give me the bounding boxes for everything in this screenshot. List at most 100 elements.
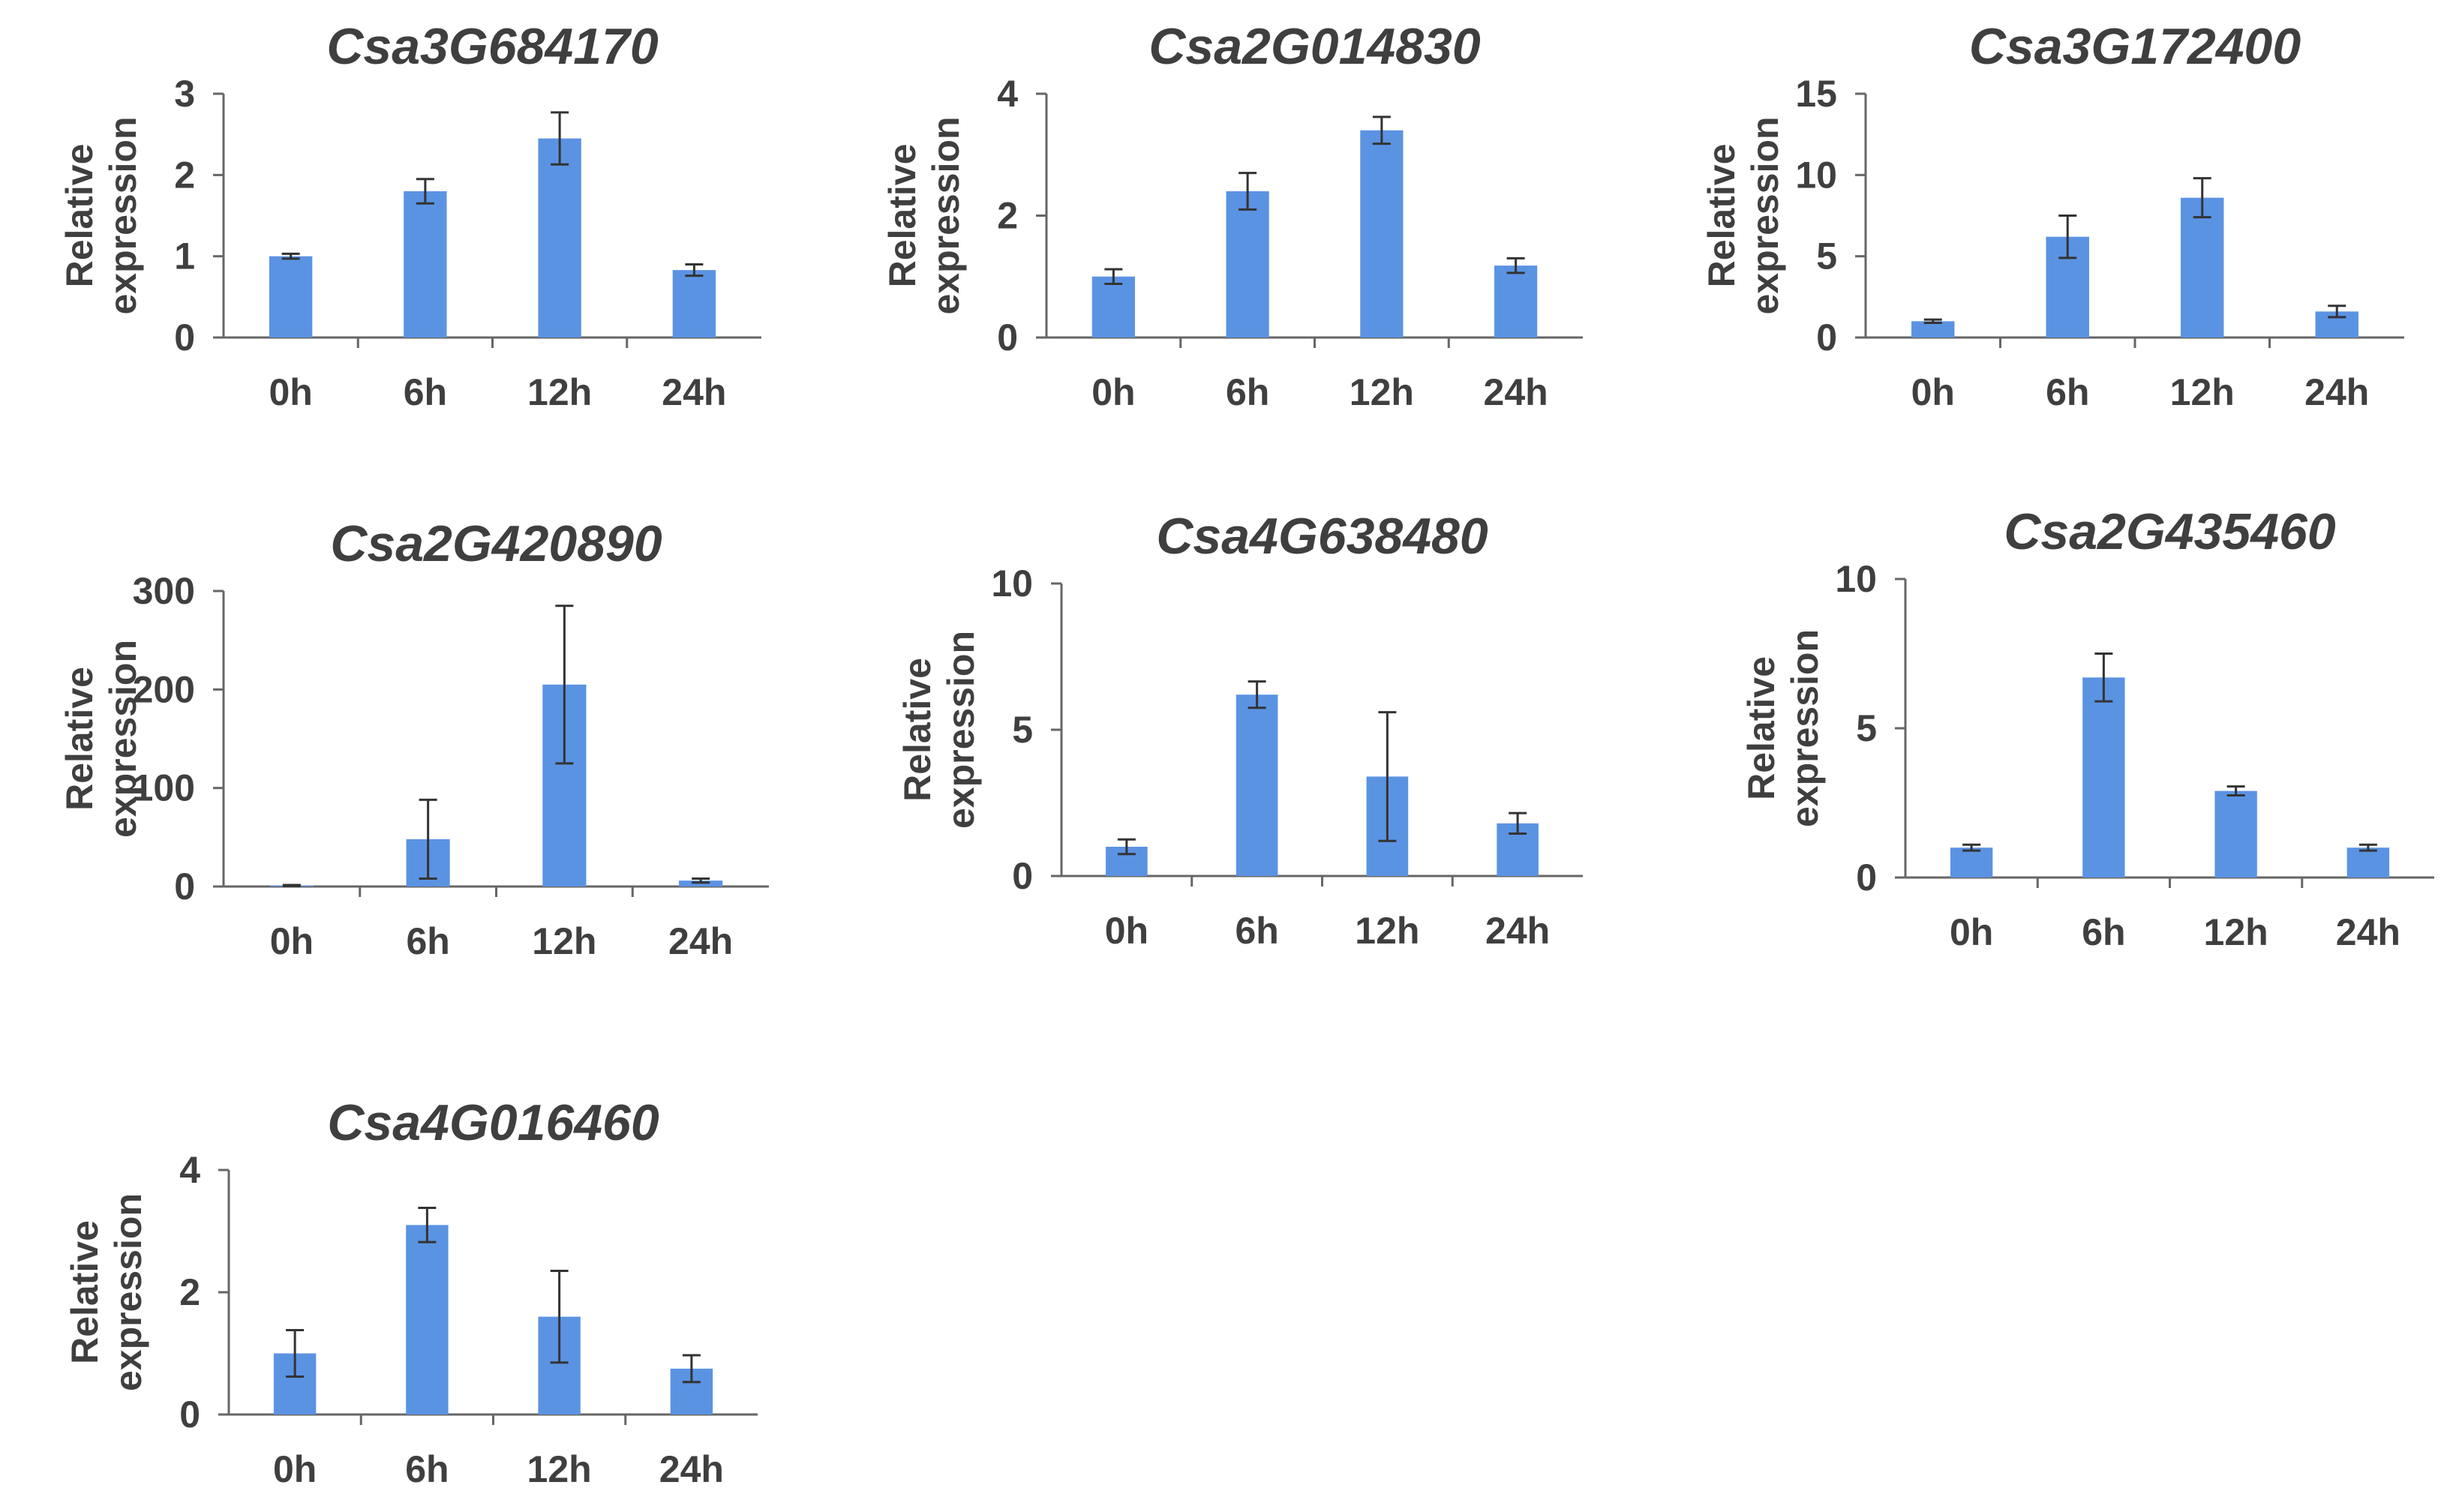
y-tick-label: 3 [174, 73, 195, 115]
y-axis-label: Relativeexpression [59, 640, 144, 838]
bar-6h [1236, 694, 1278, 876]
y-tick-label: 10 [1835, 558, 1877, 600]
chart-panel-6: Csa2G435460 Relativeexpression 0 5 10 0h 6h 12h… [1740, 503, 2434, 953]
bar-0h [1911, 321, 1955, 338]
y-tick-label: 0 [1816, 316, 1837, 358]
y-tick-label: 2 [179, 1271, 200, 1313]
y-axis-label-line: Relative [64, 1220, 106, 1364]
y-axis-label-line: expression [1784, 629, 1826, 827]
chart-title: Csa4G638480 [1156, 508, 1488, 565]
chart-title: Csa3G684170 [326, 18, 659, 75]
y-axis-label: Relativeexpression [1701, 116, 1786, 314]
x-tick-label: 12h [527, 1448, 592, 1490]
bar-12h [538, 138, 581, 338]
x-tick-label: 0h [1911, 371, 1955, 413]
x-tick-label: 24h [1485, 910, 1550, 952]
y-axis-label-line: Relative [1701, 144, 1743, 288]
y-axis-label-line: Relative [59, 144, 101, 288]
y-tick-label: 0 [1856, 856, 1877, 898]
x-tick-label: 6h [406, 920, 449, 962]
x-tick-label: 6h [404, 371, 447, 413]
chart-title: Csa4G016460 [327, 1094, 659, 1151]
bar-12h [2181, 197, 2224, 338]
y-tick-label: 0 [179, 1394, 200, 1436]
x-tick-label: 6h [2082, 911, 2125, 953]
chart-panel-4: Csa2G420890 Relativeexpression 0 100 200 300 0… [59, 515, 769, 962]
chart-panel-3: Csa3G172400 Relativeexpression 0 5 10 15 0h 6h 1… [1701, 18, 2404, 413]
x-tick-label: 6h [1226, 371, 1269, 413]
bar-6h [2082, 677, 2125, 878]
y-tick-label: 0 [174, 866, 195, 908]
x-tick-label: 24h [1484, 371, 1548, 413]
bar-24h [2346, 848, 2390, 878]
y-axis-label-line: Relative [896, 658, 938, 802]
y-axis-label-line: expression [102, 640, 144, 838]
y-axis-label-line: Relative [881, 144, 923, 288]
x-tick-label: 0h [273, 1448, 317, 1490]
x-tick-label: 0h [269, 371, 312, 413]
y-axis-label: Relativeexpression [1740, 629, 1826, 827]
x-tick-label: 12h [2170, 371, 2235, 413]
x-tick-label: 12h [1350, 371, 1414, 413]
y-axis-label: Relativeexpression [59, 116, 144, 314]
y-tick-label: 10 [991, 562, 1033, 604]
x-tick-label: 24h [662, 371, 726, 413]
y-axis-label: Relativeexpression [896, 631, 982, 829]
chart-title: Csa3G172400 [1969, 18, 2301, 75]
y-axis-label: Relativeexpression [881, 116, 967, 314]
bar-0h [1091, 276, 1135, 338]
x-tick-label: 12h [527, 371, 592, 413]
x-tick-label: 24h [2304, 371, 2369, 413]
bar-12h [1360, 130, 1404, 338]
y-tick-label: 2 [997, 195, 1018, 237]
y-axis-label-line: Relative [1740, 656, 1782, 800]
y-tick-label: 4 [997, 73, 1018, 115]
x-tick-label: 12h [1355, 910, 1419, 952]
y-axis-label-line: expression [102, 116, 144, 314]
y-axis-label-line: Relative [59, 667, 101, 811]
y-tick-label: 300 [133, 570, 195, 612]
x-tick-label: 24h [659, 1448, 724, 1490]
bar-0h [269, 256, 313, 338]
x-tick-label: 0h [270, 920, 314, 962]
bar-6h [406, 1225, 449, 1414]
y-tick-label: 10 [1795, 154, 1837, 196]
x-tick-label: 0h [1105, 910, 1148, 952]
chart-title: Csa2G014830 [1148, 18, 1481, 75]
chart-panel-7: Csa4G016460 Relativeexpression 0 2 4 0h 6h 12h 2… [64, 1094, 758, 1490]
chart-title: Csa2G435460 [2004, 503, 2336, 560]
y-tick-label: 100 [133, 767, 195, 809]
bar-12h [2214, 790, 2257, 878]
bar-6h [1226, 191, 1269, 338]
y-tick-label: 200 [133, 668, 195, 710]
y-tick-label: 0 [997, 316, 1018, 358]
y-tick-label: 5 [1856, 707, 1877, 749]
y-axis-label-line: expression [925, 116, 967, 314]
y-tick-label: 0 [174, 316, 195, 358]
x-tick-label: 6h [2046, 371, 2089, 413]
x-tick-label: 24h [2336, 911, 2400, 953]
y-tick-label: 15 [1795, 73, 1837, 115]
chart-panel-1: Csa3G684170 Relativeexpression 0 1 2 3 0h 6h 12h… [59, 18, 761, 413]
bar-0h [1950, 848, 1993, 878]
chart-panel-5: Csa4G638480 Relativeexpression 0 5 10 0h 6h 12h… [896, 508, 1583, 952]
y-axis-label-line: expression [940, 631, 982, 829]
y-axis-label-line: expression [107, 1193, 149, 1391]
x-tick-label: 12h [532, 920, 596, 962]
bar-24h [1494, 266, 1538, 338]
x-tick-label: 0h [1091, 371, 1135, 413]
y-tick-label: 4 [179, 1149, 200, 1191]
y-tick-label: 5 [1816, 236, 1837, 278]
bar-6h [404, 191, 447, 338]
chart-panel-2: Csa2G014830 Relativeexpression 0 2 4 0h 6h 12h 2… [881, 18, 1583, 413]
y-tick-label: 2 [174, 154, 195, 196]
y-tick-label: 1 [174, 236, 195, 278]
x-tick-label: 12h [2204, 911, 2268, 953]
x-tick-label: 0h [1950, 911, 1993, 953]
y-tick-label: 5 [1012, 709, 1033, 751]
bar-24h [672, 270, 716, 338]
chart-title: Csa2G420890 [330, 515, 662, 572]
y-axis-label-line: expression [1744, 116, 1786, 314]
y-tick-label: 0 [1012, 855, 1033, 897]
